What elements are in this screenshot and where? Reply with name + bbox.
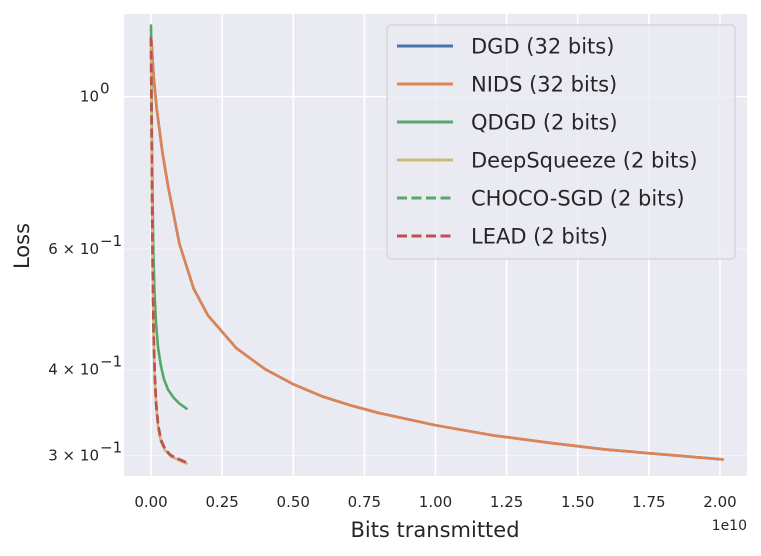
series-layer [149,24,725,465]
y-tick-exponent: −1 [100,438,122,456]
y-tick-exponent: 0 [100,80,110,98]
legend-label-4: CHOCO-SGD (2 bits) [471,187,685,211]
x-axis-label: Bits transmitted [350,518,519,542]
y-tick-labels: 10 06 × 10 −14 × 10 −13 × 10 −1 [48,80,122,465]
legend-label-1: NIDS (32 bits) [471,73,617,97]
y-tick-base: 4 × 10 [48,361,99,379]
legend-label-2: QDGD (2 bits) [471,111,618,135]
x-tick-label: 0.00 [134,493,167,511]
y-tick-label: 3 × 10 −1 [48,438,122,464]
legend: DGD (32 bits) NIDS (32 bits) QDGD (2 bits)… [386,24,736,260]
series-line-5 [149,37,188,464]
y-tick-exponent: −1 [100,232,122,250]
y-tick-exponent: −1 [100,353,122,371]
x-tick-label: 0.25 [205,493,238,511]
y-tick-base: 3 × 10 [48,446,99,464]
x-tick-label: 0.75 [348,493,381,511]
x-tick-label: 1.75 [632,493,665,511]
x-tick-labels: 0.00 0.25 0.50 0.75 1.00 1.25 1.50 1.75 2.00 [134,493,736,511]
y-tick-label: 6 × 10 −1 [48,232,122,258]
legend-box [386,24,736,260]
y-tick-base: 6 × 10 [48,240,99,258]
y-axis-label: Loss [10,223,34,269]
x-tick-label: 1.00 [419,493,452,511]
legend-label-5: LEAD (2 bits) [471,225,608,249]
x-tick-label: 1.25 [490,493,523,511]
x-tick-label: 0.50 [277,493,310,511]
y-tick-base: 10 [80,88,99,106]
series-line-1 [149,36,725,461]
y-tick-label: 4 × 10 −1 [48,353,122,379]
legend-label-0: DGD (32 bits) [471,35,614,59]
x-offset-label: 1e10 [712,518,747,534]
x-tick-label: 1.50 [561,493,594,511]
x-tick-label: 2.00 [703,493,736,511]
y-tick-label: 10 0 [80,80,110,106]
legend-label-3: DeepSqueeze (2 bits) [471,149,698,173]
